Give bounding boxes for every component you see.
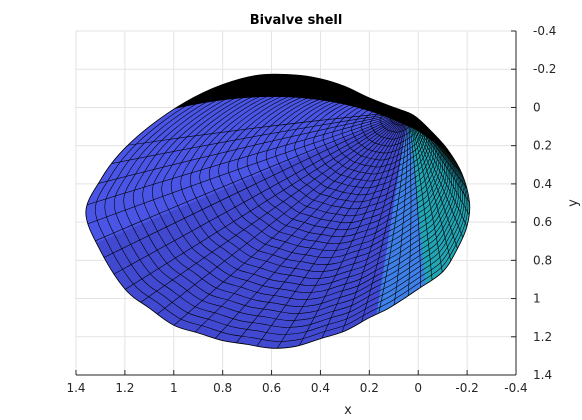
mesh-radial-line [129, 111, 409, 349]
mesh-growth-line [151, 81, 458, 300]
y-axis-ticks: -0.4 -0.2 0 0.2 0.4 0.6 0.8 1 1.2 1.4 [511, 24, 556, 382]
mesh-growth-line [123, 78, 463, 321]
mesh-growth-line [313, 100, 427, 182]
shell-edge [85, 73, 471, 349]
x-tick-label: 1 [170, 381, 178, 395]
x-tick-label: 1.4 [66, 381, 85, 395]
x-axis-label: x [344, 403, 352, 418]
y-tick-label: -0.2 [533, 62, 556, 76]
mesh-growth-line [237, 91, 442, 238]
mesh-radial-line [85, 110, 409, 174]
mesh-growth-line [246, 92, 440, 231]
mesh-radial-line [85, 110, 409, 243]
y-tick-label: 0 [533, 100, 541, 114]
mesh-radial-line [223, 111, 409, 349]
mesh-growth-line [142, 80, 460, 307]
mesh-growth-line [294, 97, 431, 196]
mesh-growth-line [132, 79, 462, 314]
mesh-growth-line [284, 96, 433, 203]
mesh-radial-line [408, 111, 470, 349]
mesh-growth-line [199, 86, 449, 265]
y-tick-label: -0.4 [533, 24, 556, 38]
mesh-radial-line [248, 111, 409, 349]
mesh-growth-line [303, 98, 429, 189]
x-tick-label: 0.4 [311, 381, 330, 395]
y-tick-label: 1.2 [533, 330, 552, 344]
mesh-radial-line [326, 111, 409, 349]
mesh-growth-line [275, 95, 434, 210]
x-tick-label: 0.8 [213, 381, 232, 395]
y-tick-label: 0.8 [533, 253, 552, 267]
y-axis-label: y [566, 199, 581, 207]
mesh-growth-line [170, 83, 454, 286]
x-tick-label: -0.4 [504, 381, 527, 395]
mesh-radial-line [300, 111, 409, 349]
mesh-radial-line [85, 110, 409, 286]
mesh-radial-line [408, 111, 470, 349]
y-tick-label: 0.6 [533, 215, 552, 229]
x-tick-label: 0.6 [262, 381, 281, 395]
mesh-radial-line [408, 111, 470, 349]
mesh-growth-line [227, 90, 444, 245]
mesh-growth-line [94, 74, 469, 342]
chart-title: Bivalve shell [250, 13, 343, 28]
mesh-radial-line [151, 111, 409, 349]
y-tick-label: 1.4 [533, 368, 552, 382]
mesh-growth-line [161, 82, 456, 293]
mesh-growth-line [189, 85, 451, 272]
x-tick-label: 0.2 [360, 381, 379, 395]
y-tick-label: 0.2 [533, 139, 552, 153]
mesh-growth-line [218, 89, 445, 252]
mesh-radial-line [174, 111, 409, 349]
x-tick-label: -0.2 [455, 381, 478, 395]
x-axis-ticks: 1.4 1.2 1 0.8 0.6 0.4 0.2 0 -0.2 -0.4 [66, 370, 528, 395]
mesh-growth-line [265, 94, 436, 217]
mesh-radial-line [408, 111, 470, 349]
mesh-radial-line [274, 111, 409, 349]
mesh-growth-line [332, 102, 424, 168]
mesh-radial-line [198, 111, 409, 349]
mesh-radial-line [85, 110, 409, 307]
axes-frame [76, 31, 517, 376]
mesh-radial-line [85, 110, 409, 265]
mesh-growth-line [256, 93, 438, 224]
mesh-growth-line [104, 75, 467, 335]
mesh-growth-line [180, 84, 453, 279]
shell-dark-band [140, 74, 469, 167]
mesh-radial-line [408, 111, 470, 349]
x-tick-label: 0 [414, 381, 422, 395]
mesh-radial-line [88, 111, 409, 349]
mesh-growth-line [113, 77, 465, 328]
y-tick-label: 1 [533, 292, 541, 306]
mesh-growth-line [322, 101, 425, 175]
x-tick-label: 1.2 [115, 381, 134, 395]
mesh-radial-line [85, 110, 409, 220]
y-tick-label: 0.4 [533, 177, 552, 191]
mesh-growth-line [208, 87, 447, 258]
